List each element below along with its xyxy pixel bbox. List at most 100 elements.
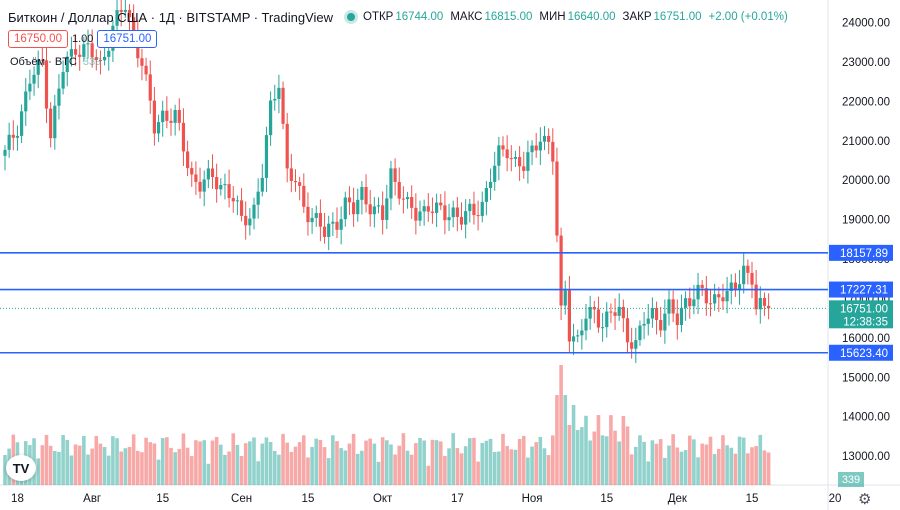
candle-body bbox=[15, 135, 20, 138]
volume-bar bbox=[252, 437, 256, 485]
candle-body bbox=[513, 157, 518, 159]
candle-body bbox=[729, 282, 733, 291]
candle-body bbox=[65, 56, 69, 73]
volume-bar bbox=[596, 415, 601, 485]
volume-bar bbox=[380, 437, 385, 485]
volume-bar bbox=[555, 395, 559, 485]
volume-bar bbox=[459, 453, 464, 485]
volume-bar bbox=[36, 458, 40, 485]
volume-bar bbox=[206, 463, 211, 485]
volume-bar bbox=[492, 452, 497, 485]
candle-body bbox=[625, 318, 630, 343]
candle-body bbox=[281, 87, 285, 124]
candle-body bbox=[331, 221, 335, 224]
candle-body bbox=[472, 203, 476, 216]
sell-price-box[interactable]: 16750.00 bbox=[8, 30, 68, 48]
candle-body bbox=[302, 185, 306, 207]
candle-body bbox=[181, 122, 186, 152]
last-price-label-bg bbox=[829, 300, 893, 329]
symbol-header: Биткоин / Доллар США · 1Д · BITSTAMP · T… bbox=[8, 8, 795, 26]
candle-body bbox=[227, 184, 231, 199]
candle-body bbox=[94, 57, 98, 61]
volume-bar bbox=[115, 438, 119, 485]
price-tick-label: 21000.00 bbox=[842, 136, 890, 148]
volume-legend[interactable]: Объём · BTC 339 bbox=[10, 56, 101, 68]
volume-bar bbox=[123, 448, 128, 485]
volume-bar bbox=[634, 446, 638, 485]
candle-body bbox=[397, 181, 401, 199]
volume-bar bbox=[360, 450, 364, 485]
volume-bar bbox=[646, 461, 651, 485]
candle-body bbox=[20, 111, 24, 136]
time-tick-label: 20 bbox=[829, 493, 842, 505]
volume-bar bbox=[642, 441, 646, 485]
volume-bar bbox=[679, 451, 684, 485]
candle-body bbox=[103, 56, 107, 61]
volume-bar bbox=[405, 450, 410, 485]
volume-bar bbox=[335, 441, 339, 485]
candle-body bbox=[248, 218, 252, 226]
volume-bar bbox=[766, 452, 771, 485]
candle-body bbox=[219, 185, 223, 190]
candle-body bbox=[165, 110, 169, 121]
candle-body bbox=[551, 141, 555, 162]
candle-body bbox=[767, 305, 771, 309]
candle-body bbox=[696, 284, 700, 300]
time-tick-label: Дек bbox=[668, 493, 688, 505]
candle-body bbox=[190, 168, 194, 175]
volume-bar bbox=[293, 446, 298, 485]
low-label: МИН bbox=[539, 11, 566, 23]
gear-icon[interactable]: ⚙ bbox=[858, 491, 872, 508]
volume-bar bbox=[152, 443, 157, 485]
candle-body bbox=[343, 197, 347, 220]
volume-bar bbox=[497, 451, 501, 485]
candle-body bbox=[704, 288, 708, 304]
level-label-bg bbox=[829, 344, 893, 361]
volume-bar bbox=[61, 435, 65, 485]
volume-bar bbox=[385, 440, 389, 485]
candle-body bbox=[596, 309, 601, 328]
time-tick-label: Окт bbox=[373, 493, 393, 505]
volume-bar bbox=[181, 433, 186, 485]
volume-bar bbox=[650, 440, 655, 485]
candle-body bbox=[422, 206, 426, 212]
candle-body bbox=[762, 297, 767, 306]
volume-bar bbox=[102, 447, 107, 485]
candle-body bbox=[360, 187, 364, 200]
volume-bar bbox=[347, 443, 352, 485]
volume-bar bbox=[687, 435, 692, 485]
buy-price-box[interactable]: 16751.00 bbox=[97, 30, 158, 48]
tradingview-logo[interactable]: TV bbox=[6, 455, 36, 481]
volume-bar bbox=[44, 434, 49, 485]
volume-bar bbox=[111, 436, 115, 485]
volume-bar bbox=[563, 395, 568, 485]
candle-body bbox=[86, 43, 90, 45]
volume-bar bbox=[501, 433, 505, 485]
volume-bar bbox=[148, 442, 153, 485]
candle-body bbox=[335, 221, 339, 230]
candle-body bbox=[547, 135, 551, 142]
volume-bar bbox=[638, 435, 642, 485]
time-tick-label: 15 bbox=[600, 493, 613, 505]
candle-body bbox=[480, 201, 484, 216]
candle-body bbox=[717, 294, 721, 298]
candle-body bbox=[132, 17, 136, 35]
volume-bar bbox=[704, 444, 709, 485]
candle-body bbox=[356, 199, 360, 215]
candle-body bbox=[621, 306, 625, 319]
volume-bars bbox=[3, 365, 771, 485]
last-price-label: 16751.00 bbox=[840, 303, 888, 315]
volume-bar bbox=[289, 451, 294, 485]
volume-bar bbox=[621, 416, 626, 485]
candle-body bbox=[555, 161, 559, 236]
candle-body bbox=[646, 318, 650, 324]
volume-bar bbox=[306, 457, 310, 485]
volume-bar bbox=[708, 436, 713, 485]
volume-bar bbox=[725, 445, 729, 485]
candle-body bbox=[381, 205, 385, 220]
candle-body bbox=[327, 223, 331, 237]
volume-bar bbox=[243, 443, 248, 485]
candle-body bbox=[206, 168, 210, 180]
symbol-title[interactable]: Биткоин / Доллар США · 1Д · BITSTAMP · T… bbox=[8, 9, 333, 25]
